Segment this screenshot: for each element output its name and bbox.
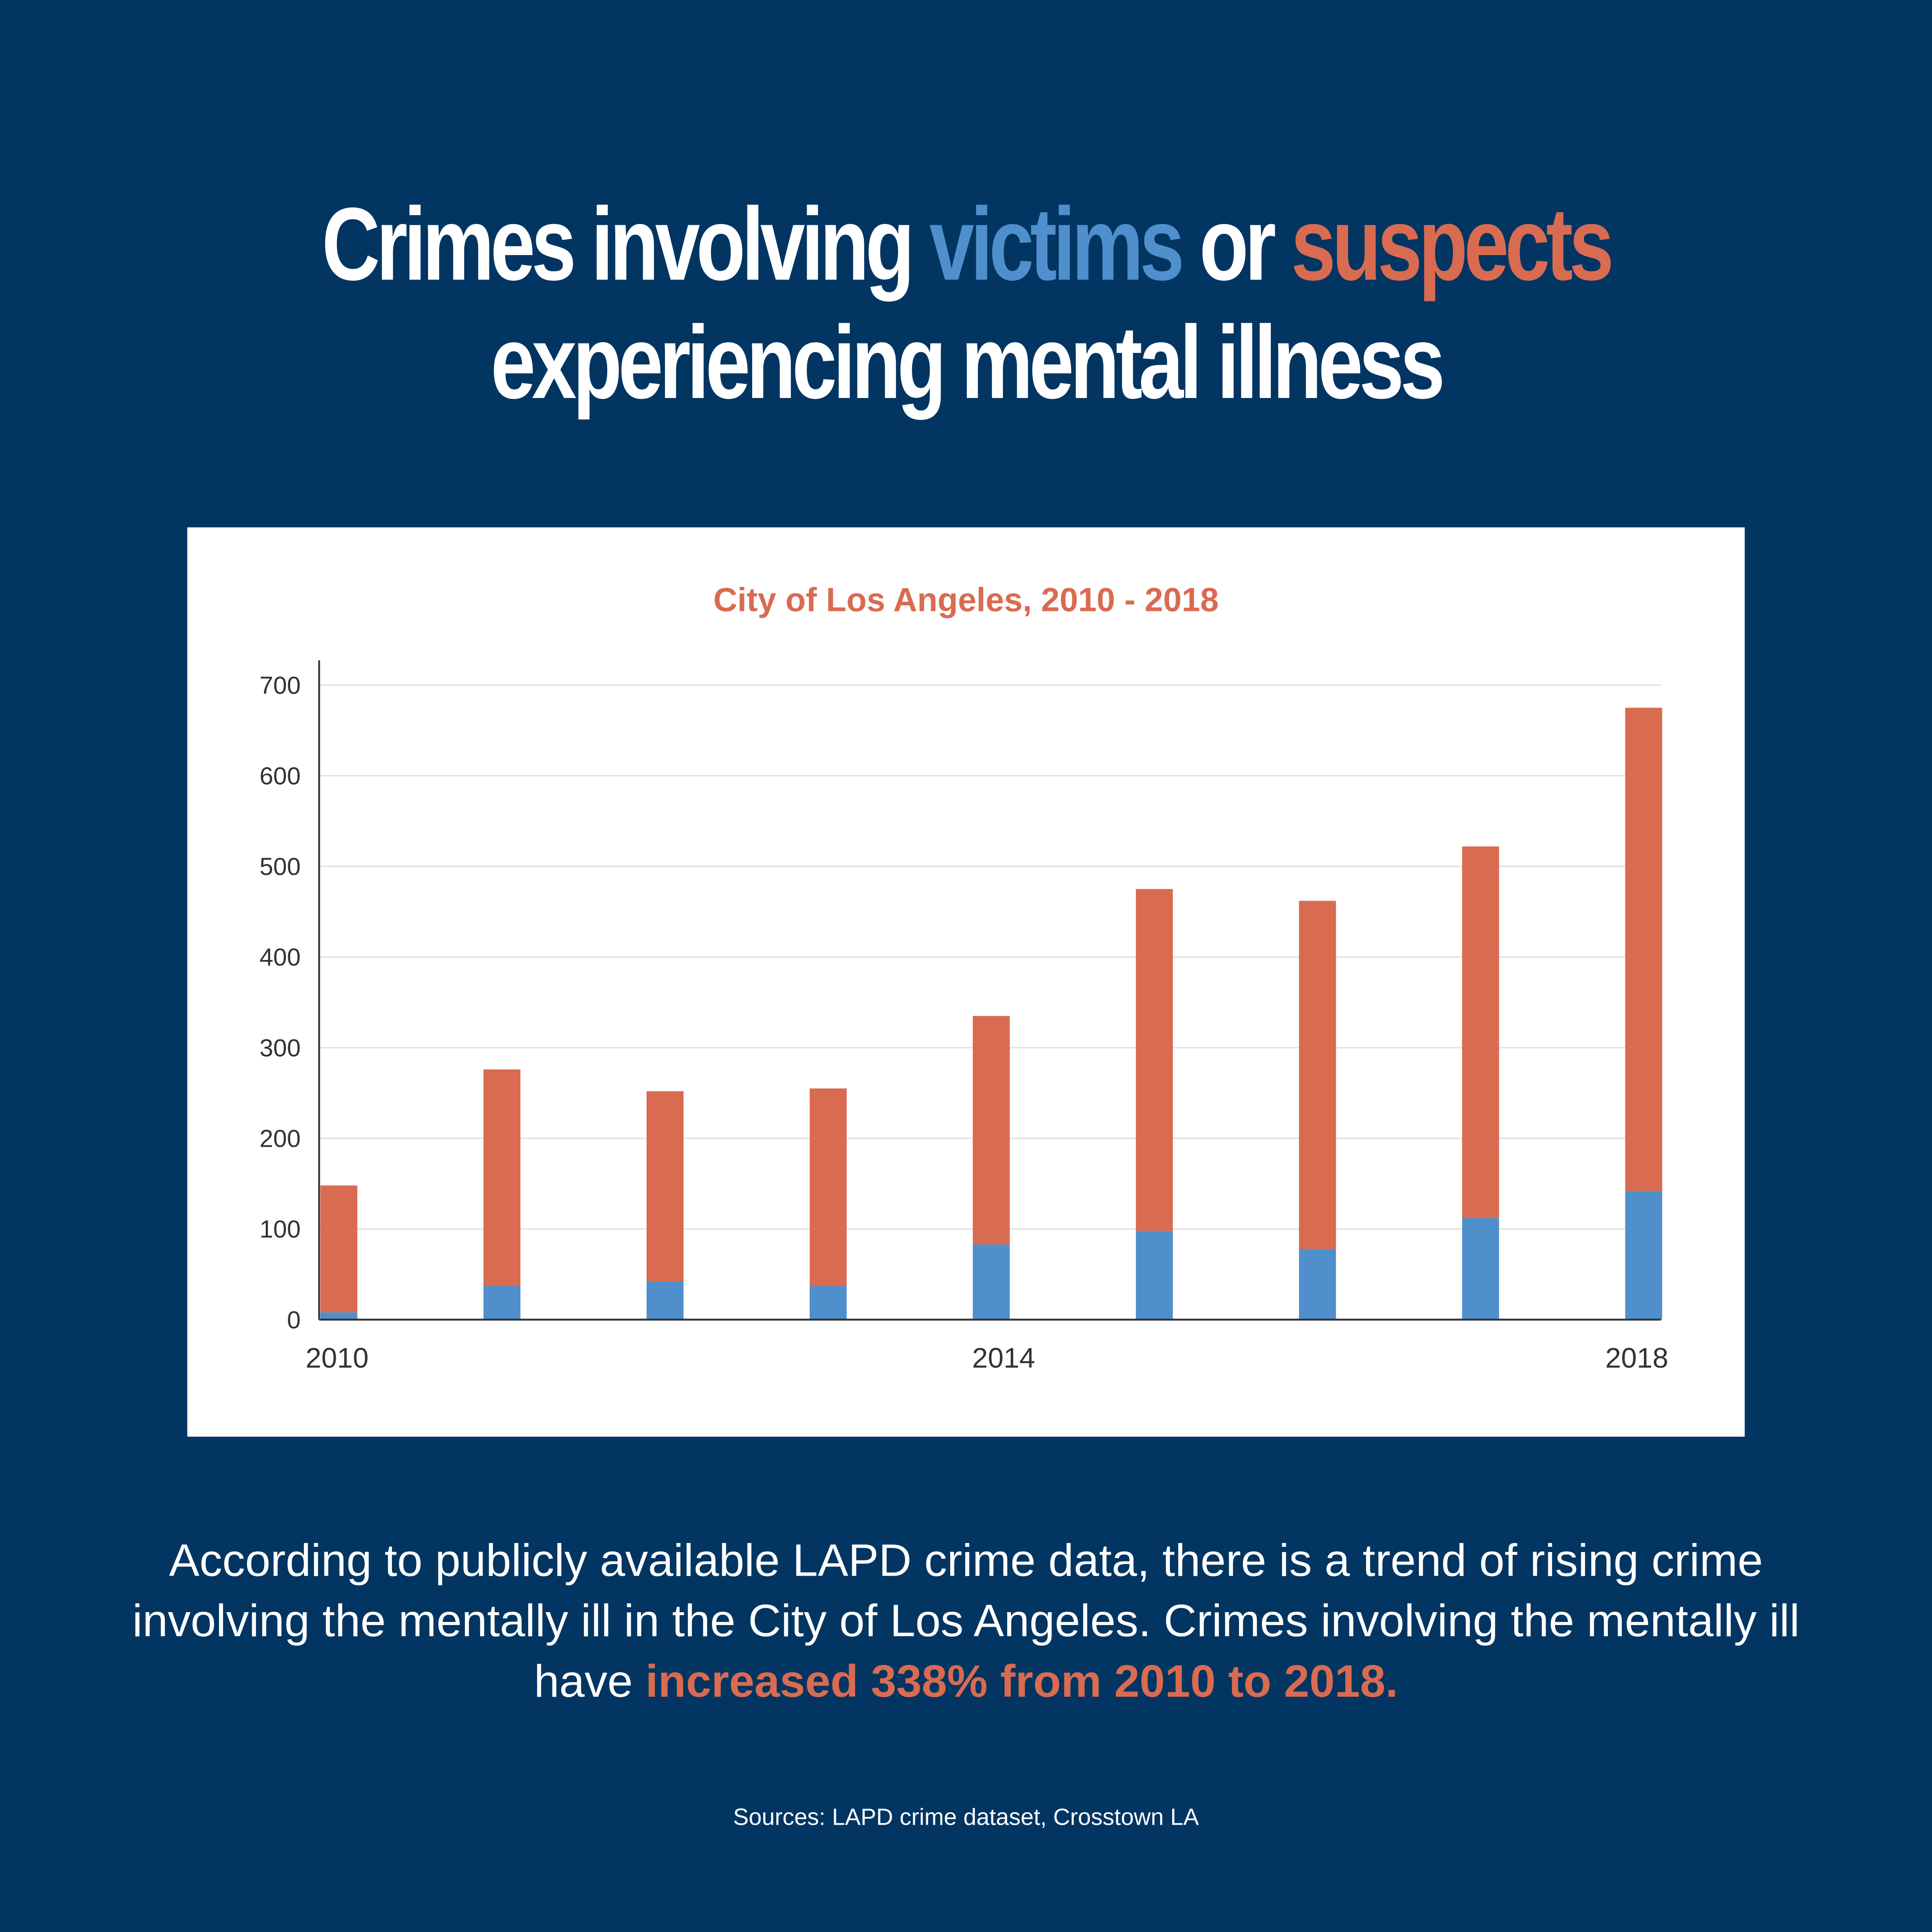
bar-victims-2014 <box>972 1244 1010 1320</box>
description-highlight: increased 338% from 2010 to 2018. <box>645 1656 1398 1707</box>
title-line2: experiencing mental illness <box>490 304 1445 420</box>
bar-suspects-2011 <box>483 1069 521 1286</box>
x-tick-label: 2014 <box>972 1342 1035 1374</box>
description: According to publicly available LAPD cri… <box>123 1530 1809 1711</box>
bar-victims-2016 <box>1299 1249 1336 1320</box>
title-suspects: suspects <box>1291 186 1614 302</box>
bar-victims-2017 <box>1462 1218 1499 1320</box>
y-tick-label: 300 <box>260 1034 301 1062</box>
bar-suspects-2018 <box>1625 708 1662 1191</box>
sources: Sources: LAPD crime dataset, Crosstown L… <box>733 1805 1199 1831</box>
bar-suspects-2017 <box>1462 846 1499 1218</box>
bar-suspects-2013 <box>809 1088 847 1286</box>
bar-victims-2013 <box>809 1286 847 1320</box>
page-title: Crimes involving victims or suspects exp… <box>213 185 1719 421</box>
y-tick-label: 400 <box>260 944 301 971</box>
y-tick-label: 100 <box>260 1216 301 1243</box>
x-tick-label: 2018 <box>1605 1342 1668 1374</box>
bar-suspects-2014 <box>972 1016 1010 1245</box>
title-text: or <box>1181 186 1291 302</box>
y-tick-label: 700 <box>260 672 301 699</box>
y-tick-label: 500 <box>260 853 301 881</box>
bar-victims-2018 <box>1625 1191 1662 1320</box>
x-tick-label: 2010 <box>306 1342 369 1374</box>
bar-victims-2015 <box>1136 1230 1173 1320</box>
bar-suspects-2010 <box>320 1185 358 1312</box>
title-victims: victims <box>929 186 1185 302</box>
y-tick-label: 200 <box>260 1125 301 1152</box>
chart-title: City of Los Angeles, 2010 - 2018 <box>713 581 1219 619</box>
bar-victims-2011 <box>483 1286 521 1320</box>
bar-victims-2012 <box>646 1281 684 1320</box>
y-tick-label: 600 <box>260 762 301 790</box>
bar-suspects-2012 <box>646 1091 684 1282</box>
y-tick-label: 0 <box>287 1306 301 1334</box>
bar-victims-2010 <box>320 1312 358 1320</box>
title-text: Crimes involving <box>322 186 930 302</box>
bar-suspects-2015 <box>1136 889 1173 1231</box>
bar-suspects-2016 <box>1299 901 1336 1249</box>
description-text: According to publicly available LAPD cri… <box>132 1535 1800 1707</box>
